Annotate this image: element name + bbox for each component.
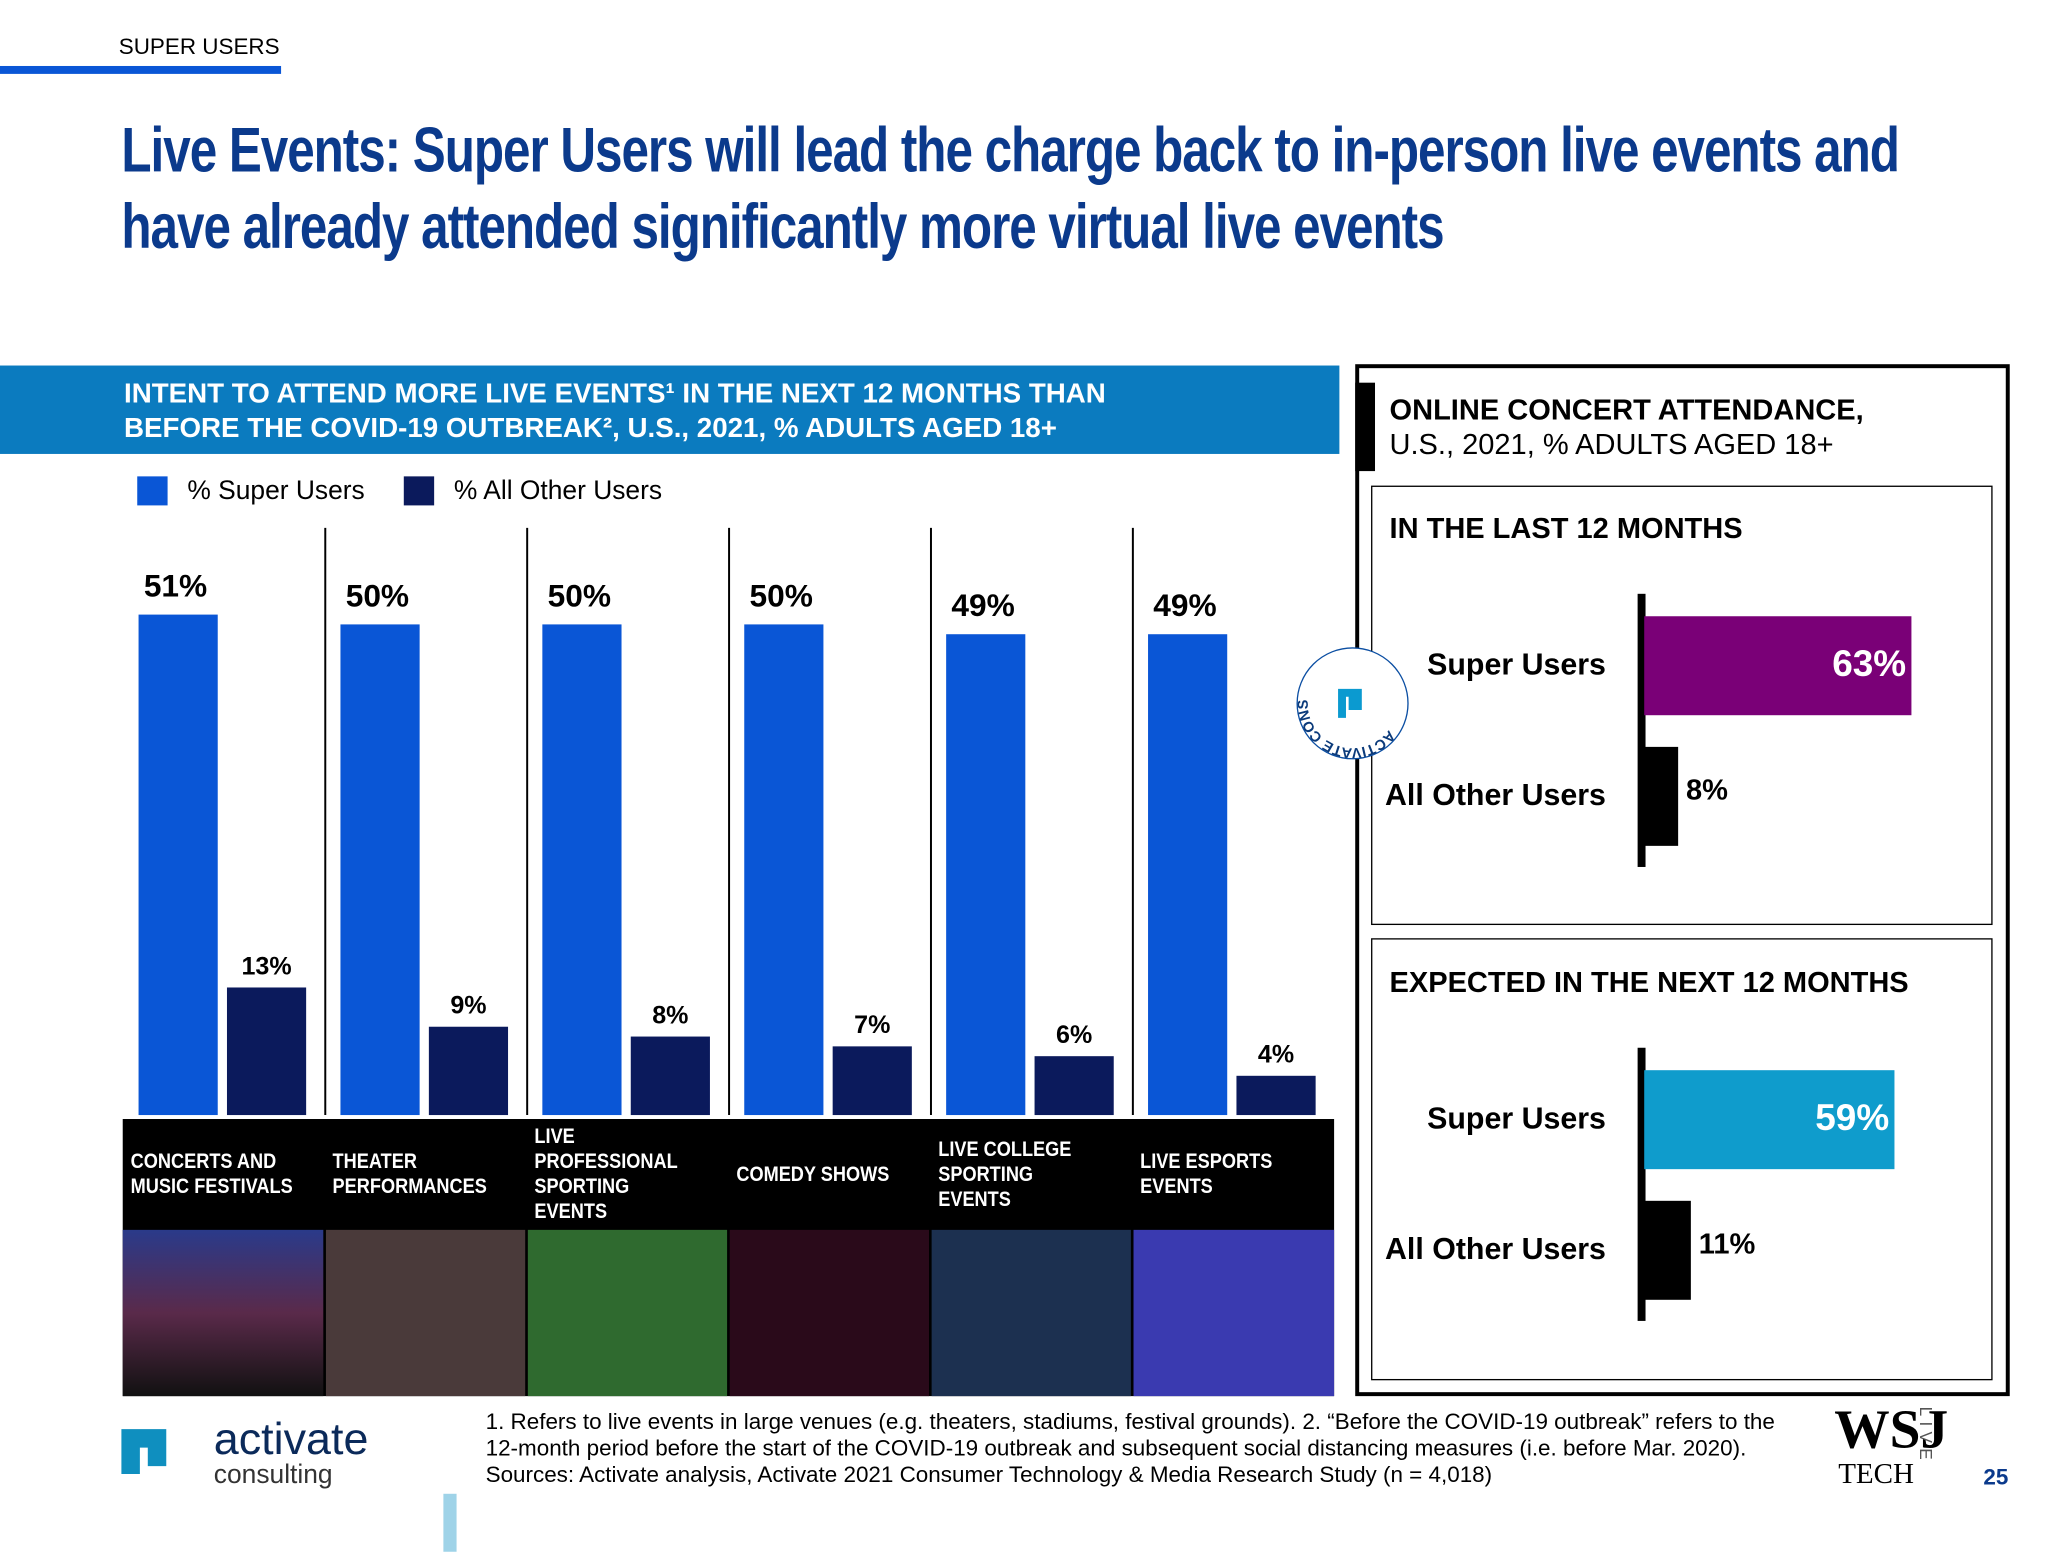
bar xyxy=(946,634,1026,1116)
value-label: 8% xyxy=(652,1001,688,1029)
category-label: THEATER PERFORMANCES xyxy=(333,1119,524,1230)
value-label: 49% xyxy=(1153,587,1216,623)
slide-title: Live Events: Super Users will lead the c… xyxy=(121,116,1900,263)
value-label: 51% xyxy=(144,568,207,604)
value-label: 4% xyxy=(1258,1041,1294,1069)
chart-banner xyxy=(0,365,1340,454)
category-label-text: COMEDY SHOWS xyxy=(736,1163,890,1186)
category-label: All Other Users xyxy=(1385,1233,1606,1266)
section-underline xyxy=(0,65,282,74)
panel-title-line: ONLINE CONCERT ATTENDANCE, xyxy=(1389,393,1864,427)
bar xyxy=(1644,746,1679,846)
category-strip xyxy=(122,1119,1335,1397)
bar xyxy=(1644,1070,1895,1170)
value-label: 50% xyxy=(750,577,813,613)
bar xyxy=(428,1026,509,1116)
category-label: LIVE ESPORTS EVENTS xyxy=(1140,1119,1331,1230)
bar xyxy=(138,614,218,1116)
bar xyxy=(832,1046,912,1116)
legend-label: % Super Users xyxy=(187,475,364,505)
legend-swatch xyxy=(403,476,435,506)
value-label: 63% xyxy=(1832,643,1906,684)
bar xyxy=(1644,616,1912,716)
category-label: All Other Users xyxy=(1385,779,1606,812)
badge-icon xyxy=(1338,688,1362,718)
tech: TECH xyxy=(1838,1456,1915,1490)
bar xyxy=(1148,634,1228,1116)
section-label: SUPER USERS xyxy=(118,34,280,60)
bar xyxy=(542,624,622,1116)
value-label: 13% xyxy=(241,952,291,980)
page-number: 25 xyxy=(1983,1464,2009,1490)
bar xyxy=(744,624,824,1116)
wsj: WSJ xyxy=(1834,1400,1949,1461)
chart-title: INTENT TO ATTEND MORE LIVE EVENTS¹ IN TH… xyxy=(124,378,1106,444)
panel-subtitle: EXPECTED IN THE NEXT 12 MONTHS xyxy=(1390,967,1909,999)
value-label: 6% xyxy=(1056,1021,1092,1049)
category-label: CONCERTS AND MUSIC FESTIVALS xyxy=(131,1119,322,1230)
value-label: 59% xyxy=(1815,1097,1889,1138)
bar xyxy=(1236,1075,1316,1116)
footnote: 12-month period before the start of the … xyxy=(485,1435,1747,1461)
panel-title: ONLINE CONCERT ATTENDANCE, U.S., 2021, %… xyxy=(1390,393,1864,462)
value-label: 11% xyxy=(1699,1228,1756,1260)
panel-title-line: U.S., 2021, % ADULTS AGED 18+ xyxy=(1389,427,1834,461)
deco xyxy=(443,1493,457,1552)
photos xyxy=(122,1229,1335,1397)
category-label: LIVE PROFESSIONAL SPORTING EVENTS xyxy=(534,1119,725,1230)
category-label-text: LIVE PROFESSIONAL SPORTING EVENTS xyxy=(534,1125,678,1224)
footnotes: 1. Refers to live events in large venues… xyxy=(486,1409,1775,1488)
bar xyxy=(340,624,420,1116)
value-label: 7% xyxy=(854,1011,890,1039)
value-label: 50% xyxy=(548,577,611,613)
bar xyxy=(1644,1200,1691,1300)
category-label: LIVE COLLEGE SPORTING EVENTS xyxy=(938,1119,1129,1230)
panel-box xyxy=(1371,938,1993,1381)
logo: activate xyxy=(213,1414,369,1465)
bar xyxy=(630,1036,710,1116)
title-tab xyxy=(1355,382,1376,472)
value-label: 49% xyxy=(951,587,1014,623)
value-label: 50% xyxy=(346,577,409,613)
legend-label: % All Other Users xyxy=(454,475,662,505)
category-label-text: LIVE ESPORTS EVENTS xyxy=(1140,1150,1273,1199)
footnote: 1. Refers to live events in large venues… xyxy=(485,1409,1775,1435)
value-label: 8% xyxy=(1686,774,1728,806)
category-label-text: LIVE COLLEGE SPORTING EVENTS xyxy=(938,1138,1072,1211)
bar xyxy=(226,987,307,1116)
value-label: 9% xyxy=(450,992,486,1020)
logo-icon xyxy=(121,1429,167,1474)
category-label: Super Users xyxy=(1427,1102,1606,1135)
category-label: Super Users xyxy=(1427,648,1606,681)
footnote: Sources: Activate analysis, Activate 202… xyxy=(485,1462,1493,1488)
right-box xyxy=(1355,364,2010,1397)
logo-sub: consulting xyxy=(213,1460,333,1490)
panel-subtitle: IN THE LAST 12 MONTHS xyxy=(1390,513,1743,545)
legend-swatch xyxy=(137,476,168,506)
axis-line xyxy=(1637,1047,1646,1321)
category-label-text: CONCERTS AND MUSIC FESTIVALS xyxy=(130,1150,293,1199)
category-label-text: THEATER PERFORMANCES xyxy=(332,1150,487,1199)
axis-line xyxy=(1637,593,1646,867)
category-label: COMEDY SHOWS xyxy=(736,1119,927,1230)
live: LIVE xyxy=(1916,1406,1936,1465)
bar xyxy=(1034,1056,1114,1116)
